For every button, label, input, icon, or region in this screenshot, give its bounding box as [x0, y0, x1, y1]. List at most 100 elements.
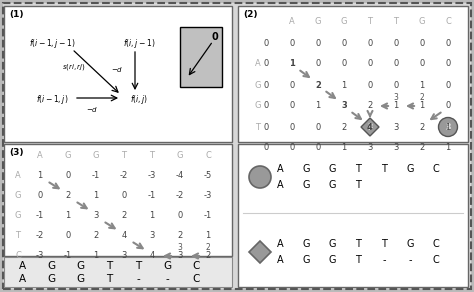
- Text: A: A: [289, 18, 295, 27]
- Text: T: T: [355, 180, 361, 190]
- Text: -: -: [136, 274, 140, 284]
- Text: 2: 2: [177, 232, 182, 241]
- Text: 3: 3: [177, 251, 182, 260]
- Text: (3): (3): [9, 148, 24, 157]
- Text: 3: 3: [341, 102, 347, 110]
- Text: -5: -5: [204, 171, 212, 180]
- Text: 3: 3: [446, 123, 451, 131]
- Text: 1: 1: [205, 232, 210, 241]
- Text: T: T: [355, 239, 361, 249]
- Text: 0: 0: [341, 60, 346, 69]
- Text: 0: 0: [264, 123, 269, 131]
- Text: 2: 2: [341, 123, 346, 131]
- Text: $-d$: $-d$: [111, 65, 123, 74]
- Text: 0: 0: [446, 102, 451, 110]
- Text: 0: 0: [315, 60, 320, 69]
- Text: $-d$: $-d$: [86, 105, 98, 114]
- Text: 0: 0: [289, 102, 295, 110]
- Text: G: G: [93, 152, 99, 161]
- Text: 1: 1: [93, 251, 99, 260]
- Text: T: T: [106, 261, 112, 271]
- Text: 0: 0: [289, 143, 295, 152]
- Text: -1: -1: [204, 211, 212, 220]
- Text: G: G: [47, 261, 55, 271]
- Text: 2: 2: [419, 143, 425, 152]
- Text: -3: -3: [204, 192, 212, 201]
- Text: T: T: [16, 232, 20, 241]
- Text: A: A: [277, 239, 283, 249]
- Text: 1: 1: [315, 102, 320, 110]
- Text: -1: -1: [148, 192, 156, 201]
- Text: -: -: [382, 255, 386, 265]
- Text: G: G: [328, 239, 336, 249]
- Text: (1): (1): [9, 10, 24, 19]
- Text: C: C: [445, 18, 451, 27]
- Circle shape: [438, 117, 457, 136]
- Text: 0: 0: [341, 39, 346, 48]
- Text: 3: 3: [121, 251, 127, 260]
- Text: 0: 0: [393, 81, 399, 90]
- Text: G: G: [302, 239, 310, 249]
- Polygon shape: [249, 241, 271, 263]
- Text: G: G: [406, 239, 414, 249]
- Text: G: G: [419, 18, 425, 27]
- Text: 0: 0: [315, 123, 320, 131]
- Text: C: C: [192, 274, 200, 284]
- Text: T: T: [393, 18, 399, 27]
- Text: G: G: [315, 18, 321, 27]
- Text: (2): (2): [243, 10, 257, 19]
- Text: G: G: [302, 164, 310, 174]
- Text: -3: -3: [36, 251, 44, 260]
- Text: G: G: [15, 211, 21, 220]
- Text: 0: 0: [289, 123, 295, 131]
- Text: 0: 0: [367, 60, 373, 69]
- Text: 0: 0: [289, 39, 295, 48]
- Text: 2: 2: [121, 211, 127, 220]
- Text: G: G: [406, 164, 414, 174]
- Text: G: G: [328, 164, 336, 174]
- Text: G: G: [255, 81, 261, 90]
- Text: 0: 0: [264, 143, 269, 152]
- Text: -: -: [165, 274, 169, 284]
- Text: 3: 3: [178, 243, 182, 252]
- Text: 3: 3: [393, 123, 399, 131]
- Text: T: T: [381, 164, 387, 174]
- Text: 4: 4: [121, 232, 127, 241]
- Text: T: T: [355, 164, 361, 174]
- Text: 1: 1: [65, 211, 71, 220]
- Text: T: T: [255, 123, 261, 131]
- Text: -1: -1: [92, 171, 100, 180]
- Text: C: C: [433, 164, 439, 174]
- Text: 4: 4: [149, 251, 155, 260]
- Text: 2: 2: [93, 232, 99, 241]
- Text: 3: 3: [149, 232, 155, 241]
- Text: G: G: [15, 192, 21, 201]
- Text: 2: 2: [315, 81, 321, 90]
- Bar: [238, 6, 468, 142]
- Text: 1: 1: [37, 171, 43, 180]
- Text: C: C: [205, 152, 211, 161]
- Text: 3: 3: [367, 143, 373, 152]
- Bar: [4, 257, 232, 287]
- Text: G: G: [328, 255, 336, 265]
- Text: G: G: [65, 152, 71, 161]
- Text: 3: 3: [367, 123, 373, 131]
- Polygon shape: [361, 118, 379, 136]
- Text: 1: 1: [341, 143, 346, 152]
- Text: A: A: [255, 60, 261, 69]
- Text: 0: 0: [446, 60, 451, 69]
- Text: C: C: [192, 261, 200, 271]
- Text: -3: -3: [148, 171, 156, 180]
- Text: 0: 0: [264, 81, 269, 90]
- Bar: [238, 144, 468, 287]
- Text: T: T: [355, 255, 361, 265]
- Text: T: T: [367, 18, 373, 27]
- Text: 2: 2: [65, 192, 71, 201]
- Bar: [4, 6, 232, 142]
- Text: A: A: [18, 261, 26, 271]
- Text: A: A: [277, 255, 283, 265]
- Text: 0: 0: [419, 39, 425, 48]
- Text: 0: 0: [65, 171, 71, 180]
- Text: A: A: [15, 171, 21, 180]
- Text: $f(i-1,j)$: $f(i-1,j)$: [36, 93, 68, 107]
